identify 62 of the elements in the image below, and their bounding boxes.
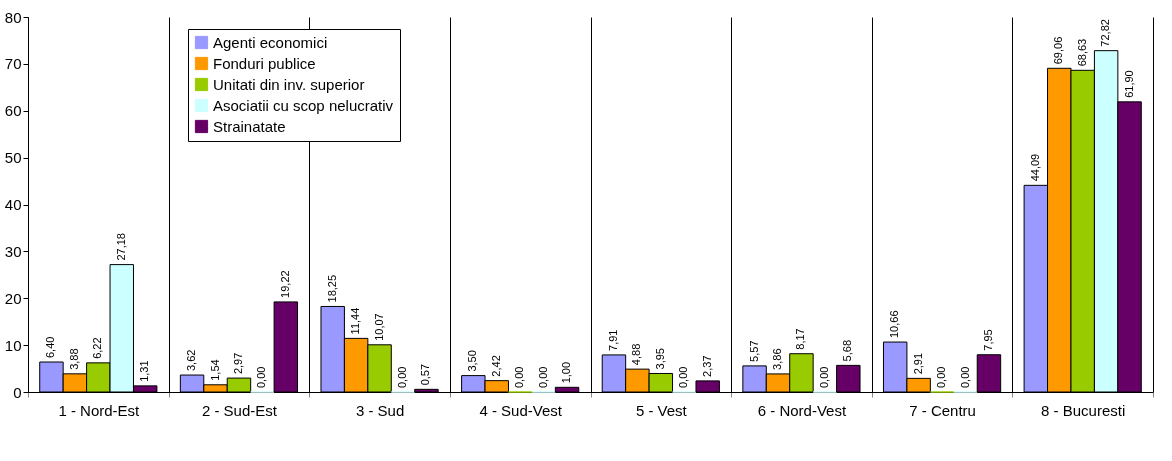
data-label: 1,31	[138, 360, 151, 382]
legend-label: Agenti economici	[213, 33, 328, 51]
legend-label: Asociatii cu scop nelucrativ	[213, 96, 394, 114]
data-label: 68,63	[1075, 38, 1088, 67]
data-label: 2,97	[231, 352, 244, 375]
data-label: 6,22	[91, 337, 104, 359]
data-label: 61,90	[1122, 70, 1135, 98]
data-label: 3,88	[67, 348, 80, 370]
data-label: 6,40	[44, 336, 57, 358]
data-label: 4,88	[630, 343, 643, 366]
data-label: 10,07	[372, 313, 385, 341]
data-label: 0,00	[677, 366, 690, 388]
data-label: 0,57	[419, 363, 432, 386]
data-label: 0,00	[958, 366, 971, 388]
data-label: 5,57	[747, 340, 760, 362]
data-label: 69,06	[1052, 36, 1065, 65]
x-tick-label: 6 - Nord-Vest	[757, 401, 847, 419]
data-label: 2,91	[911, 352, 924, 375]
y-tick-label: 60	[4, 102, 22, 120]
data-label: 7,91	[606, 329, 619, 351]
legend-label: Unitati din inv. superior	[213, 75, 365, 93]
x-tick-label: 8 - Bucuresti	[1041, 401, 1126, 419]
x-tick-label: 2 - Sud-Est	[201, 401, 278, 419]
data-label: 1,54	[208, 359, 221, 381]
y-tick-label: 0	[13, 383, 22, 401]
data-label: 44,09	[1028, 153, 1041, 182]
x-tick-label: 3 - Sud	[355, 401, 405, 419]
legend-label: Strainatate	[213, 117, 286, 135]
data-label: 18,25	[325, 274, 338, 303]
data-label: 5,68	[841, 339, 854, 362]
data-label: 72,82	[1099, 19, 1112, 47]
data-label: 1,00	[560, 361, 573, 384]
data-label: 0,00	[536, 366, 549, 388]
data-label: 3,62	[185, 349, 198, 372]
data-label: 0,00	[935, 366, 948, 388]
data-label: 7,95	[981, 329, 994, 351]
y-tick-label: 10	[4, 336, 22, 354]
data-label: 0,00	[513, 366, 526, 388]
data-label: 2,42	[489, 355, 502, 377]
x-tick-label: 5 - Vest	[635, 401, 688, 419]
data-label: 19,22	[278, 270, 291, 298]
x-tick-label: 4 - Sud-Vest	[479, 401, 563, 419]
data-label: 8,17	[794, 328, 807, 350]
y-tick-label: 20	[4, 289, 22, 307]
x-tick-label: 7 - Centru	[909, 401, 976, 419]
data-label: 2,37	[700, 355, 713, 377]
data-label: 0,00	[255, 366, 268, 388]
data-label: 10,66	[888, 310, 901, 339]
data-label: 27,18	[114, 233, 127, 261]
data-label: 3,86	[771, 348, 783, 370]
y-tick-label: 70	[4, 55, 22, 73]
y-tick-label: 50	[4, 149, 22, 167]
x-tick-label: 1 - Nord-Est	[58, 401, 141, 419]
y-tick-label: 30	[4, 242, 22, 260]
y-tick-label: 40	[4, 196, 22, 213]
data-label: 0,00	[396, 366, 408, 388]
data-label: 3,50	[466, 350, 479, 372]
legend-label: Fonduri publice	[213, 54, 316, 72]
data-label: 11,44	[349, 307, 362, 335]
data-label: 0,00	[817, 366, 830, 388]
data-label: 3,95	[653, 348, 666, 370]
y-tick-label: 80	[4, 8, 22, 26]
